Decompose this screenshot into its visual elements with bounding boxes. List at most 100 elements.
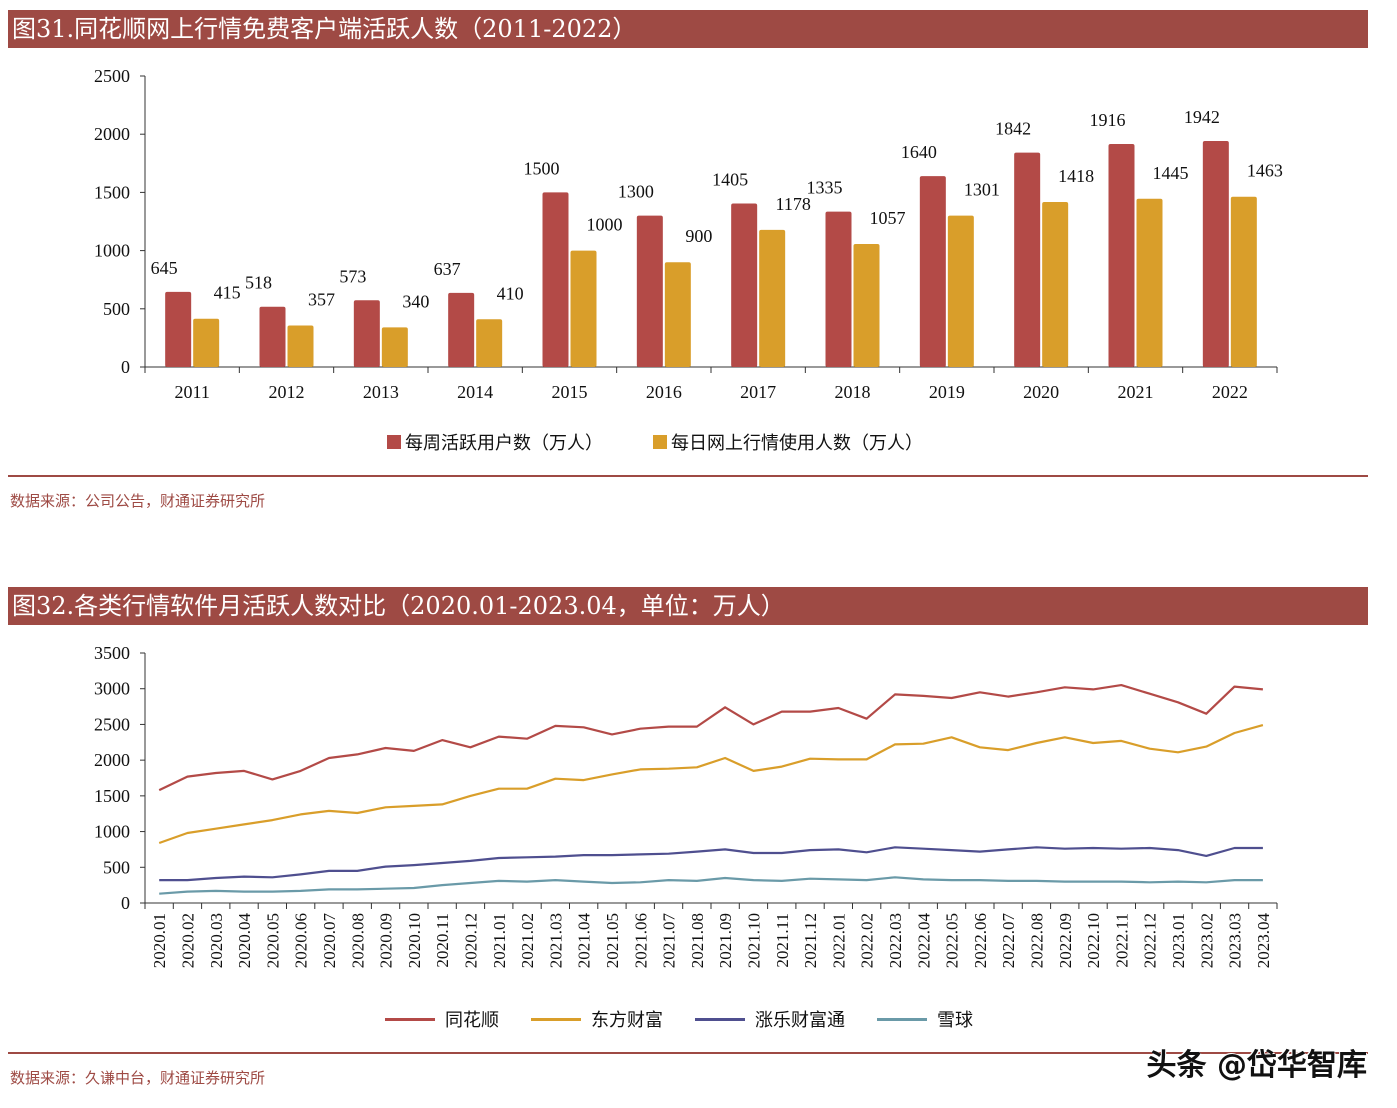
data-label: 573	[339, 266, 366, 286]
x-tick-label: 2012	[269, 382, 305, 402]
legend-item: 雪球	[877, 1006, 973, 1032]
bar-weekly-active	[165, 291, 192, 367]
x-tick-label: 2021	[1118, 382, 1154, 402]
x-tick-label: 2021.04	[575, 913, 594, 969]
x-tick-label: 2020.02	[178, 913, 197, 968]
y-tick-label: 500	[103, 857, 130, 877]
data-label: 1942	[1184, 107, 1220, 127]
bar-weekly-active	[919, 176, 946, 367]
bar-daily-users	[1136, 198, 1163, 367]
x-tick-label: 2020.12	[461, 913, 480, 968]
legend-label: 涨乐财富通	[755, 1010, 845, 1031]
bar-daily-users	[381, 327, 408, 367]
series-line-涨乐财富通	[159, 846, 1263, 882]
legend-item: 涨乐财富通	[695, 1006, 845, 1032]
x-tick-label: 2020.04	[235, 913, 254, 969]
legend-item: 东方财富	[531, 1006, 663, 1032]
bar-daily-users	[193, 318, 220, 367]
data-label: 637	[434, 259, 461, 279]
x-tick-label: 2023.04	[1254, 913, 1273, 969]
x-tick-label: 2020.10	[405, 913, 424, 968]
y-tick-label: 0	[121, 893, 130, 913]
x-tick-label: 2020.05	[263, 913, 282, 968]
x-tick-label: 2021.09	[716, 913, 735, 968]
bar-weekly-active	[636, 215, 663, 367]
data-label: 518	[245, 273, 272, 293]
bar-daily-users	[287, 325, 314, 367]
data-label: 1178	[775, 194, 810, 214]
bar-daily-users	[853, 243, 880, 367]
x-tick-label: 2014	[457, 382, 493, 402]
x-tick-label: 2022.06	[971, 913, 990, 968]
legend-label: 东方财富	[591, 1010, 663, 1031]
x-tick-label: 2022.12	[1141, 913, 1160, 968]
x-tick-label: 2022.03	[886, 913, 905, 968]
data-label: 900	[685, 226, 712, 246]
x-tick-label: 2021.06	[631, 913, 650, 968]
y-tick-label: 2500	[94, 714, 130, 734]
x-tick-label: 2017	[740, 382, 776, 402]
x-tick-label: 2020.08	[348, 913, 367, 968]
bar-daily-users	[1042, 201, 1069, 367]
data-label: 1000	[587, 215, 623, 235]
x-tick-label: 2022.05	[943, 913, 962, 968]
y-tick-label: 500	[103, 299, 130, 319]
bar-weekly-active	[1202, 140, 1229, 367]
x-tick-label: 2022.08	[1027, 913, 1046, 968]
series-line-同花顺	[158, 683, 1264, 792]
x-tick-label: 2021.07	[660, 913, 679, 969]
bar-chart: 0 500 1000 1500 2000 2500 2011 645 415 2012 518 357…	[94, 66, 1283, 402]
x-tick-label: 2022.11	[1112, 913, 1131, 968]
x-tick-label: 2022.04	[914, 913, 933, 969]
bar-daily-users	[1230, 196, 1257, 367]
bar-daily-users	[759, 229, 786, 367]
data-label: 1418	[1058, 166, 1094, 186]
series-line-雪球	[159, 876, 1263, 895]
x-tick-label: 2021.01	[490, 913, 509, 968]
x-tick-label: 2022.02	[858, 913, 877, 968]
figure1-source: 数据来源：公司公告，财通证券研究所	[10, 492, 266, 510]
legend-item: 每周活跃用户数（万人）	[387, 429, 603, 455]
data-label: 1916	[1090, 110, 1126, 130]
bar-weekly-active	[1014, 152, 1041, 367]
x-tick-label: 2023.02	[1197, 913, 1216, 968]
x-tick-label: 2021.12	[801, 913, 820, 968]
x-tick-label: 2016	[646, 382, 682, 402]
data-label: 410	[497, 283, 524, 303]
x-tick-label: 2023.03	[1226, 913, 1245, 968]
y-tick-label: 1000	[94, 241, 130, 261]
bar-weekly-active	[1108, 143, 1135, 367]
x-tick-label: 2021.02	[518, 913, 537, 968]
x-tick-label: 2022	[1212, 382, 1248, 402]
line-chart: 0 500 1000 1500 2000 2500 3000 3500 2020.01 2020.…	[94, 643, 1278, 969]
data-label: 357	[308, 289, 335, 309]
x-tick-label: 2020.01	[150, 913, 169, 968]
figure1-title: 图31.同花顺网上行情免费客户端活跃人数（2011-2022）	[8, 10, 1368, 48]
x-tick-label: 2020	[1023, 382, 1059, 402]
data-label: 1057	[870, 208, 906, 228]
x-tick-label: 2022.07	[999, 913, 1018, 969]
y-tick-label: 1500	[94, 182, 130, 202]
legend-line-swatch	[385, 1017, 435, 1021]
data-label: 1301	[964, 180, 1000, 200]
legend-swatch	[387, 435, 401, 449]
x-tick-label: 2021.10	[744, 913, 763, 968]
bar-weekly-active	[353, 300, 380, 367]
x-tick-label: 2020.07	[320, 913, 339, 969]
data-label: 1405	[712, 169, 748, 189]
x-tick-label: 2020.03	[207, 913, 226, 968]
data-label: 1500	[524, 158, 560, 178]
y-tick-label: 1500	[94, 786, 130, 806]
x-tick-label: 2013	[363, 382, 399, 402]
x-tick-label: 2023.01	[1169, 913, 1188, 968]
figure2-title: 图32.各类行情软件月活跃人数对比（2020.01-2023.04，单位：万人）	[8, 587, 1368, 625]
y-tick-label: 3000	[94, 679, 130, 699]
x-tick-label: 2018	[835, 382, 871, 402]
bar-weekly-active	[731, 203, 758, 367]
x-tick-label: 2021.03	[546, 913, 565, 968]
bar-weekly-active	[825, 211, 852, 367]
data-label: 1300	[618, 182, 654, 202]
y-tick-label: 2500	[94, 66, 130, 86]
x-tick-label: 2022.10	[1084, 913, 1103, 968]
x-tick-label: 2021.08	[688, 913, 707, 968]
